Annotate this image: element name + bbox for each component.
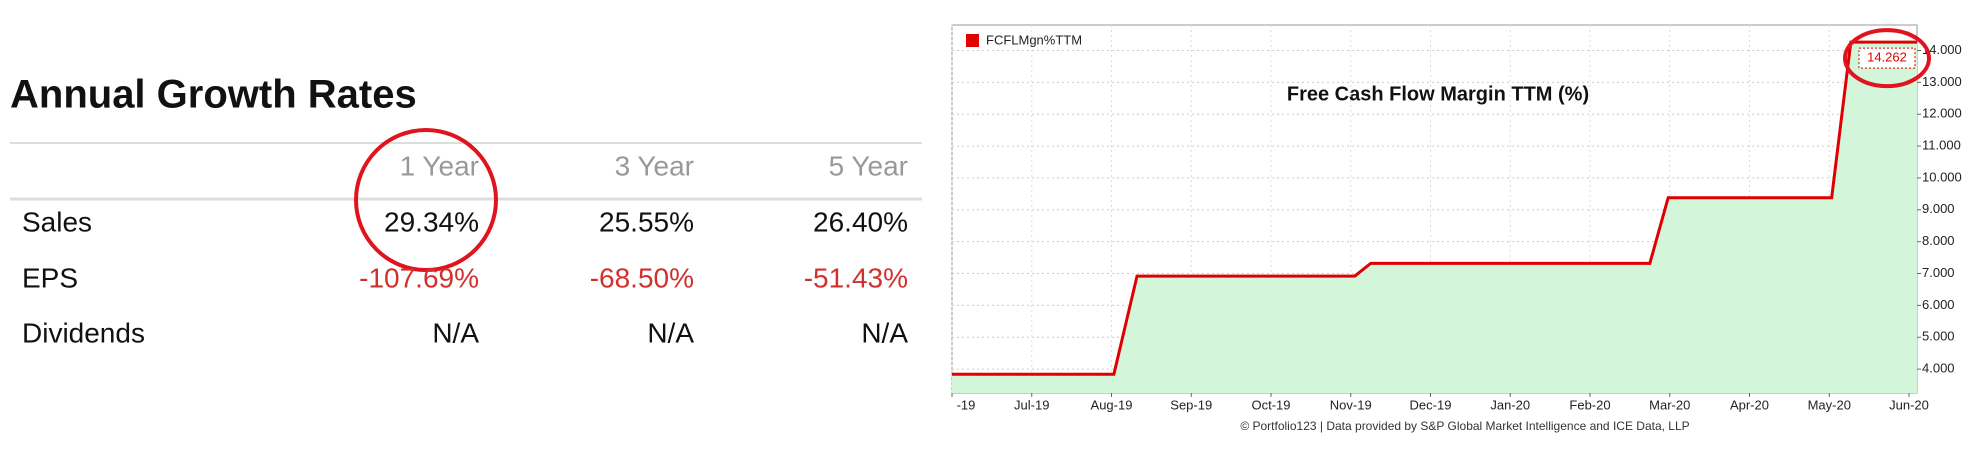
row-label: Sales: [22, 206, 92, 237]
cell: -51.43%: [804, 262, 908, 293]
y-tick-label: 9.000: [1922, 201, 1955, 216]
x-tick-label: Mar-20: [1649, 397, 1690, 412]
row-label: EPS: [22, 262, 78, 293]
cell: -107.69%: [359, 262, 479, 293]
x-tick-label: Aug-19: [1091, 397, 1133, 412]
x-tick-label: Sep-19: [1170, 397, 1212, 412]
y-tick-label: 12.000: [1922, 106, 1962, 121]
column-header: 5 Year: [829, 150, 908, 181]
value-label-box: [1858, 47, 1916, 69]
x-tick-label: Jul-19: [1014, 397, 1049, 412]
x-tick-label: Oct-19: [1252, 397, 1291, 412]
value-label: 14.262: [1867, 50, 1907, 65]
y-tick-label: 11.000: [1922, 138, 1961, 153]
x-tick-label: Feb-20: [1569, 397, 1610, 412]
y-tick-label: 8.000: [1922, 233, 1955, 248]
line: [952, 40, 1917, 376]
legend-label: FCFLMgn%TTM: [986, 32, 1082, 47]
y-tick-label: 4.000: [1922, 361, 1955, 376]
y-tick-label: 10.000: [1922, 169, 1962, 184]
highlight-circle: [354, 128, 498, 272]
y-tick-label: 13.000: [1922, 74, 1962, 89]
x-tick-label: Apr-20: [1730, 397, 1769, 412]
cell: 26.40%: [813, 206, 908, 237]
cell: N/A: [861, 317, 908, 348]
area: [952, 42, 1917, 393]
x-tick-label: Jun-20: [1889, 397, 1929, 412]
x-tick-label: Jan-20: [1490, 397, 1530, 412]
y-tick-label: 5.000: [1922, 329, 1955, 344]
cell: N/A: [647, 317, 694, 348]
highlight-circle: [1843, 28, 1931, 89]
legend-swatch: [966, 34, 979, 47]
cell: N/A: [432, 317, 479, 348]
source: © Portfolio123 | Data provided by S&P Gl…: [1240, 419, 1689, 433]
y-tick-label: 6.000: [1922, 297, 1955, 312]
x-tick-label: Dec-19: [1410, 397, 1452, 412]
column-header: 1 Year: [400, 150, 479, 181]
cell: 29.34%: [384, 206, 479, 237]
row-label: Dividends: [22, 317, 145, 348]
y-tick-label: 7.000: [1922, 265, 1955, 280]
x-tick-label: Nov-19: [1330, 397, 1372, 412]
x-tick-label: -19: [957, 397, 976, 412]
column-header: 3 Year: [615, 150, 694, 181]
chart-title: Free Cash Flow Margin TTM (%): [1287, 83, 1589, 105]
y-tick-label: 14.000: [1922, 42, 1962, 57]
x-tick-label: May-20: [1808, 397, 1851, 412]
cell: -68.50%: [590, 262, 694, 293]
table-title: Annual Growth Rates: [10, 73, 417, 117]
cell: 25.55%: [599, 206, 694, 237]
